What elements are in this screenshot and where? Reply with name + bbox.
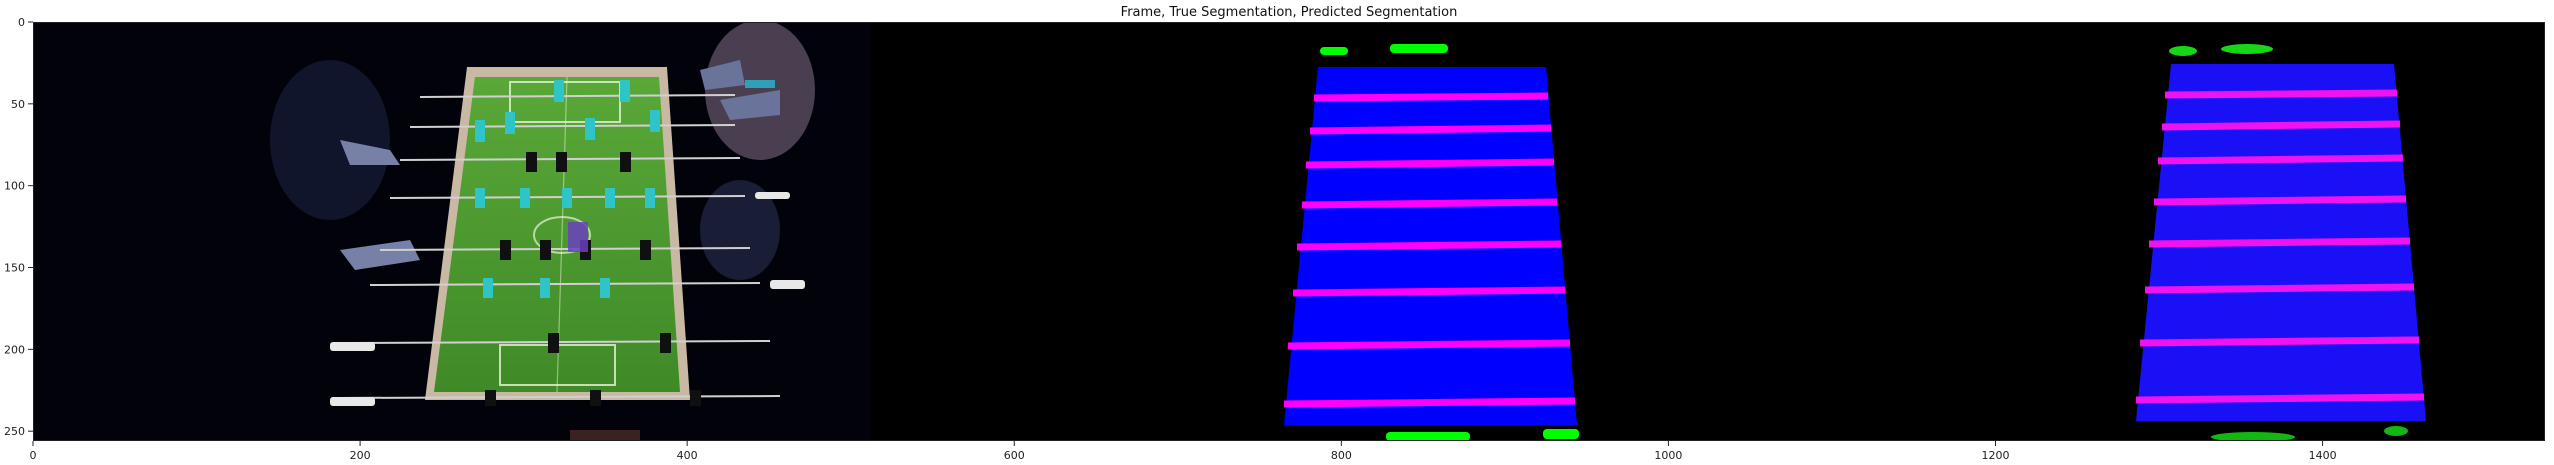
y-tick-label: 50 — [11, 98, 25, 111]
x-tick-label: 1000 — [1654, 449, 1682, 462]
predicted-segmentation-panel — [2135, 44, 2426, 441]
x-tick-label: 0 — [30, 449, 37, 462]
y-tick-label: 0 — [18, 16, 25, 29]
chart-title: Frame, True Segmentation, Predicted Segm… — [1121, 5, 1458, 20]
y-axis: 0 50 100 150 200 250 — [4, 16, 33, 438]
x-tick-label: 200 — [350, 449, 371, 462]
x-tick-label: 800 — [1331, 449, 1352, 462]
axes-frame — [33, 22, 2545, 441]
y-tick-label: 100 — [4, 180, 25, 193]
x-tick-label: 1400 — [2309, 449, 2337, 462]
y-tick-label: 200 — [4, 343, 25, 356]
frame-panel — [33, 22, 871, 441]
x-tick-label: 600 — [1004, 449, 1025, 462]
plot-area — [33, 22, 2545, 441]
true-segmentation-panel — [1283, 44, 1579, 441]
x-tick-label: 400 — [677, 449, 698, 462]
x-axis: 0 200 400 600 800 1000 1200 1400 — [30, 441, 2337, 462]
y-tick-label: 250 — [4, 425, 25, 438]
x-tick-label: 1200 — [1982, 449, 2010, 462]
y-tick-label: 150 — [4, 262, 25, 275]
